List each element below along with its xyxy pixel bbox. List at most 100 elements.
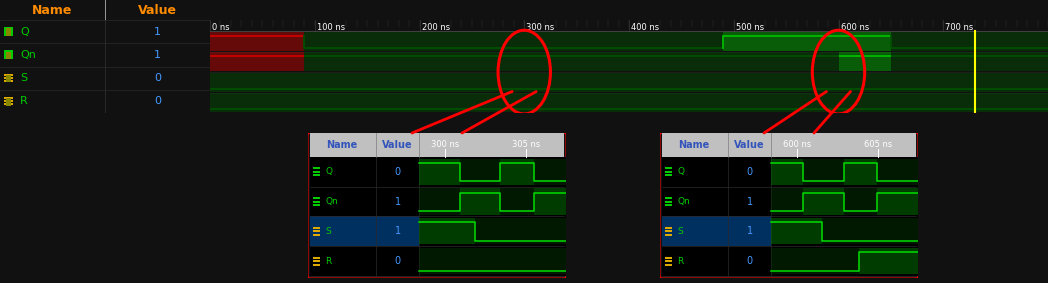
Bar [304, 52, 723, 71]
Text: S: S [325, 227, 331, 236]
Text: 300 ns: 300 ns [432, 140, 459, 149]
Text: Name: Name [327, 140, 357, 150]
Bar [419, 188, 460, 215]
Bar [313, 234, 320, 236]
Bar [313, 230, 320, 232]
Text: 0: 0 [154, 97, 161, 106]
Bar [210, 73, 1048, 92]
Text: Value: Value [383, 140, 413, 150]
Text: 1: 1 [746, 197, 752, 207]
Bar [4, 103, 13, 105]
Bar [771, 157, 918, 187]
Bar [804, 159, 845, 185]
Bar [4, 27, 13, 30]
Bar [313, 171, 320, 173]
Text: 0: 0 [746, 256, 752, 266]
Bar [419, 159, 460, 185]
Bar [845, 188, 877, 215]
Bar [665, 260, 672, 262]
Text: S: S [677, 227, 682, 236]
Bar [4, 30, 13, 33]
Bar [419, 248, 566, 274]
Text: S: S [20, 73, 27, 83]
Bar [313, 201, 320, 203]
Bar [665, 257, 672, 259]
Text: 100 ns: 100 ns [316, 23, 345, 32]
Text: Qn: Qn [20, 50, 36, 60]
Bar [313, 260, 320, 262]
Text: 0 ns: 0 ns [212, 23, 230, 32]
Bar [419, 216, 566, 246]
Bar [210, 52, 304, 71]
Bar [4, 100, 13, 102]
Text: Qn: Qn [677, 197, 690, 206]
Bar [723, 32, 838, 51]
Bar [313, 264, 320, 266]
FancyBboxPatch shape [659, 132, 919, 279]
Bar [771, 188, 804, 215]
Text: 300 ns: 300 ns [526, 23, 554, 32]
Bar [665, 234, 672, 236]
Bar [665, 197, 672, 199]
Text: 1: 1 [154, 27, 161, 37]
Bar [665, 204, 672, 206]
Bar [665, 264, 672, 266]
Text: 700 ns: 700 ns [945, 23, 974, 32]
Bar [891, 52, 1048, 71]
Text: 600 ns: 600 ns [783, 140, 811, 149]
Text: 0: 0 [395, 256, 400, 266]
Text: 305 ns: 305 ns [512, 140, 541, 149]
Bar [4, 74, 13, 76]
Bar [845, 159, 877, 185]
Text: Value: Value [138, 3, 177, 16]
Text: R: R [677, 257, 683, 266]
Bar [4, 77, 13, 79]
Text: 1: 1 [395, 226, 400, 236]
Bar [723, 52, 838, 71]
Text: 400 ns: 400 ns [631, 23, 659, 32]
Bar [475, 218, 566, 245]
Text: 1: 1 [746, 226, 752, 236]
Bar [6, 98, 10, 106]
Bar [4, 53, 13, 56]
Bar [524, 32, 723, 51]
Bar [4, 80, 13, 82]
Bar [310, 246, 419, 276]
Bar [771, 246, 918, 276]
Text: R: R [325, 257, 331, 266]
Bar [823, 218, 918, 245]
Bar [313, 174, 320, 176]
Bar [419, 218, 475, 245]
Text: Q: Q [677, 167, 684, 176]
Text: Value: Value [735, 140, 765, 150]
Bar [313, 167, 320, 169]
Text: R: R [20, 97, 27, 106]
Bar [310, 216, 419, 246]
Bar [771, 248, 859, 274]
Text: 200 ns: 200 ns [421, 23, 450, 32]
Text: 0: 0 [746, 167, 752, 177]
Bar [662, 133, 916, 157]
Bar [662, 216, 771, 246]
Text: 605 ns: 605 ns [865, 140, 893, 149]
Bar [6, 75, 10, 82]
Bar [665, 201, 672, 203]
Bar [662, 187, 771, 216]
Text: Qn: Qn [325, 197, 337, 206]
Bar [419, 246, 566, 276]
Bar [310, 133, 564, 157]
Bar [533, 159, 566, 185]
Bar [4, 33, 13, 36]
Bar [419, 157, 566, 187]
Bar [4, 56, 13, 59]
Bar [500, 159, 533, 185]
Bar [975, 32, 1048, 51]
Bar [662, 246, 771, 276]
Text: 1: 1 [154, 50, 161, 60]
FancyBboxPatch shape [307, 132, 567, 279]
Text: Q: Q [20, 27, 28, 37]
Bar [210, 93, 1048, 112]
Bar [6, 28, 10, 36]
Text: Name: Name [32, 3, 72, 16]
Bar [460, 159, 500, 185]
